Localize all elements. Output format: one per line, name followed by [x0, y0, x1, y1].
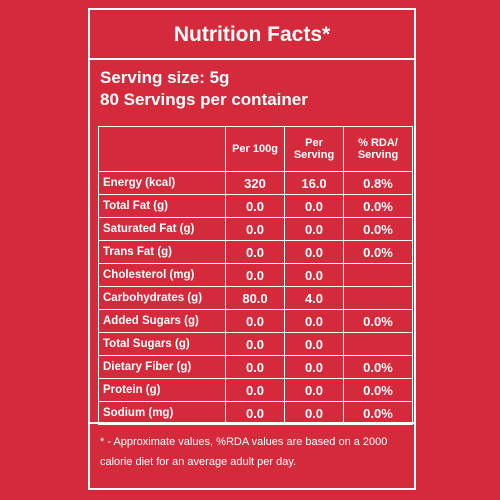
value-cell: 0.0	[225, 263, 285, 287]
nutrient-name: Added Sugars (g)	[98, 309, 226, 333]
nutrient-name: Cholesterol (mg)	[98, 263, 226, 287]
value-cell: 0.0	[284, 378, 344, 402]
table-row: Added Sugars (g) 0.0 0.0 0.0%	[98, 309, 413, 333]
value-cell: 0.0%	[343, 378, 413, 402]
header-cell: Per Serving	[284, 126, 344, 172]
servings: 80 Servings per container	[100, 90, 308, 109]
value-cell: 0.0	[225, 194, 285, 218]
value-cell: 80.0	[225, 286, 285, 310]
value-cell	[343, 332, 413, 356]
nutrient-name: Energy (kcal)	[98, 171, 226, 195]
table-row: Dietary Fiber (g) 0.0 0.0 0.0%	[98, 355, 413, 379]
value-cell: 0.0	[284, 332, 344, 356]
table-row: Trans Fat (g) 0.0 0.0 0.0%	[98, 240, 413, 264]
nutrient-name: Total Fat (g)	[98, 194, 226, 218]
value-cell: 0.0	[225, 355, 285, 379]
nutrition-table: Per 100g Per Serving% RDA/ Serving Energy …	[98, 126, 413, 425]
value-cell	[343, 286, 413, 310]
value-cell: 0.0	[225, 401, 285, 425]
value-cell: 0.0	[284, 355, 344, 379]
table-row: Total Fat (g) 0.0 0.0 0.0%	[98, 194, 413, 218]
value-cell: 0.0	[225, 240, 285, 264]
value-cell: 0.8%	[343, 171, 413, 195]
title: Nutrition Facts*	[90, 10, 414, 60]
table-row: Cholesterol (mg) 0.0 0.0	[98, 263, 413, 287]
table-row: Protein (g) 0.0 0.0 0.0%	[98, 378, 413, 402]
table-row: Sodium (mg) 0.0 0.0 0.0%	[98, 401, 413, 425]
value-cell: 0.0%	[343, 401, 413, 425]
nutrient-name: Dietary Fiber (g)	[98, 355, 226, 379]
value-cell: 0.0	[225, 217, 285, 241]
nutrient-name: Sodium (mg)	[98, 401, 226, 425]
value-cell: 0.0%	[343, 217, 413, 241]
header-cell: Per 100g	[225, 126, 285, 172]
nutrient-name: Trans Fat (g)	[98, 240, 226, 264]
value-cell	[343, 263, 413, 287]
value-cell: 16.0	[284, 171, 344, 195]
value-cell: 0.0%	[343, 240, 413, 264]
value-cell: 0.0	[284, 263, 344, 287]
value-cell: 0.0	[284, 217, 344, 241]
value-cell: 0.0%	[343, 355, 413, 379]
nutrient-name: Total Sugars (g)	[98, 332, 226, 356]
value-cell: 320	[225, 171, 285, 195]
table-row: Carbohydrates (g) 80.0 4.0	[98, 286, 413, 310]
table-row: Saturated Fat (g) 0.0 0.0 0.0%	[98, 217, 413, 241]
header-cell	[98, 126, 226, 172]
value-cell: 0.0	[225, 378, 285, 402]
header-row: Per 100g Per Serving% RDA/ Serving	[98, 126, 413, 172]
table-row: Total Sugars (g) 0.0 0.0	[98, 332, 413, 356]
value-cell: 0.0	[225, 309, 285, 333]
nutrient-name: Protein (g)	[98, 378, 226, 402]
footnote: * - Approximate values, %RDA values are …	[90, 422, 414, 490]
value-cell: 0.0%	[343, 309, 413, 333]
nutrient-name: Carbohydrates (g)	[98, 286, 226, 310]
header-cell: % RDA/ Serving	[343, 126, 413, 172]
value-cell: 4.0	[284, 286, 344, 310]
value-cell: 0.0	[284, 194, 344, 218]
serving-size: Serving size: 5g	[100, 68, 230, 87]
value-cell: 0.0	[284, 309, 344, 333]
nutrition-label: Nutrition Facts* Serving size: 5g 80 Ser…	[88, 8, 416, 490]
value-cell: 0.0%	[343, 194, 413, 218]
value-cell: 0.0	[284, 240, 344, 264]
table-row: Energy (kcal) 320 16.0 0.8%	[98, 171, 413, 195]
value-cell: 0.0	[225, 332, 285, 356]
nutrient-name: Saturated Fat (g)	[98, 217, 226, 241]
